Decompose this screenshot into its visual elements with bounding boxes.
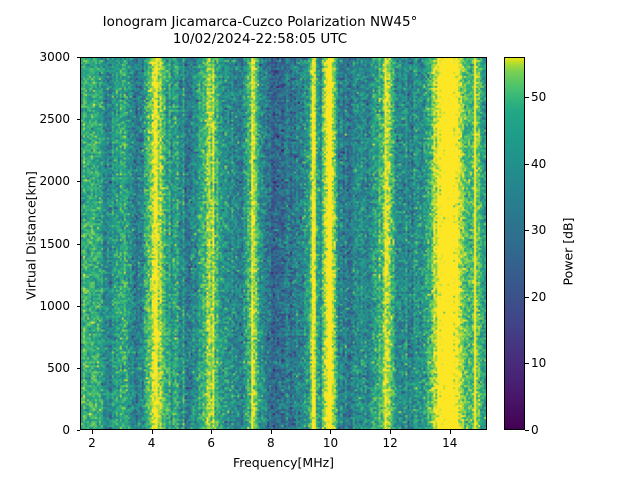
y-axis-label: Virtual Distance[km] xyxy=(23,171,39,300)
y-tick-label: 1000 xyxy=(39,298,70,313)
colorbar-tick xyxy=(525,363,529,365)
colorbar-tick xyxy=(525,230,529,232)
y-tick-label: 500 xyxy=(47,360,70,375)
y-tick xyxy=(76,119,80,121)
x-tick-label: 2 xyxy=(88,436,96,450)
y-tick-label: 3000 xyxy=(39,50,70,64)
figure-title: Ionogram Jicamarca-Cuzco Polarization NW… xyxy=(102,14,418,47)
x-tick xyxy=(390,430,392,434)
colorbar-tick-label: 40 xyxy=(531,156,547,171)
colorbar-tick-label: 30 xyxy=(531,223,547,238)
y-tick xyxy=(76,243,80,245)
colorbar-tick-label: 10 xyxy=(531,356,547,371)
x-tick-label: 6 xyxy=(207,436,215,450)
x-tick xyxy=(91,430,93,434)
y-tick-label: 2500 xyxy=(39,112,70,127)
x-tick xyxy=(449,430,451,434)
x-axis-label: Frequency[MHz] xyxy=(232,455,335,470)
colorbar-tick xyxy=(525,430,529,431)
colorbar-tick xyxy=(525,163,529,165)
x-tick-label: 10 xyxy=(322,436,339,450)
x-tick xyxy=(151,430,153,434)
colorbar-tick-label: 20 xyxy=(531,289,547,304)
y-tick xyxy=(76,430,80,431)
colorbar-tick xyxy=(525,296,529,298)
ionogram-heatmap xyxy=(81,58,486,429)
colorbar-tick xyxy=(525,96,529,98)
y-tick xyxy=(76,305,80,307)
y-tick xyxy=(76,181,80,183)
x-tick-label: 14 xyxy=(442,436,458,450)
ionogram-plot-area xyxy=(80,57,487,430)
y-tick xyxy=(76,57,80,58)
x-tick xyxy=(330,430,332,434)
x-tick-label: 4 xyxy=(147,436,156,450)
x-tick-label: 8 xyxy=(266,436,275,450)
colorbar-tick-label: 50 xyxy=(531,89,547,104)
x-tick xyxy=(211,430,213,434)
y-tick-label: 0 xyxy=(62,423,70,437)
x-tick-label: 12 xyxy=(382,436,398,450)
y-tick-label: 1500 xyxy=(39,236,70,251)
x-tick xyxy=(270,430,272,434)
colorbar-tick-label: 0 xyxy=(531,423,539,437)
y-tick-label: 2000 xyxy=(39,174,70,189)
y-tick xyxy=(76,367,80,369)
colorbar-label: Power [dB] xyxy=(560,217,576,286)
colorbar xyxy=(504,57,525,430)
